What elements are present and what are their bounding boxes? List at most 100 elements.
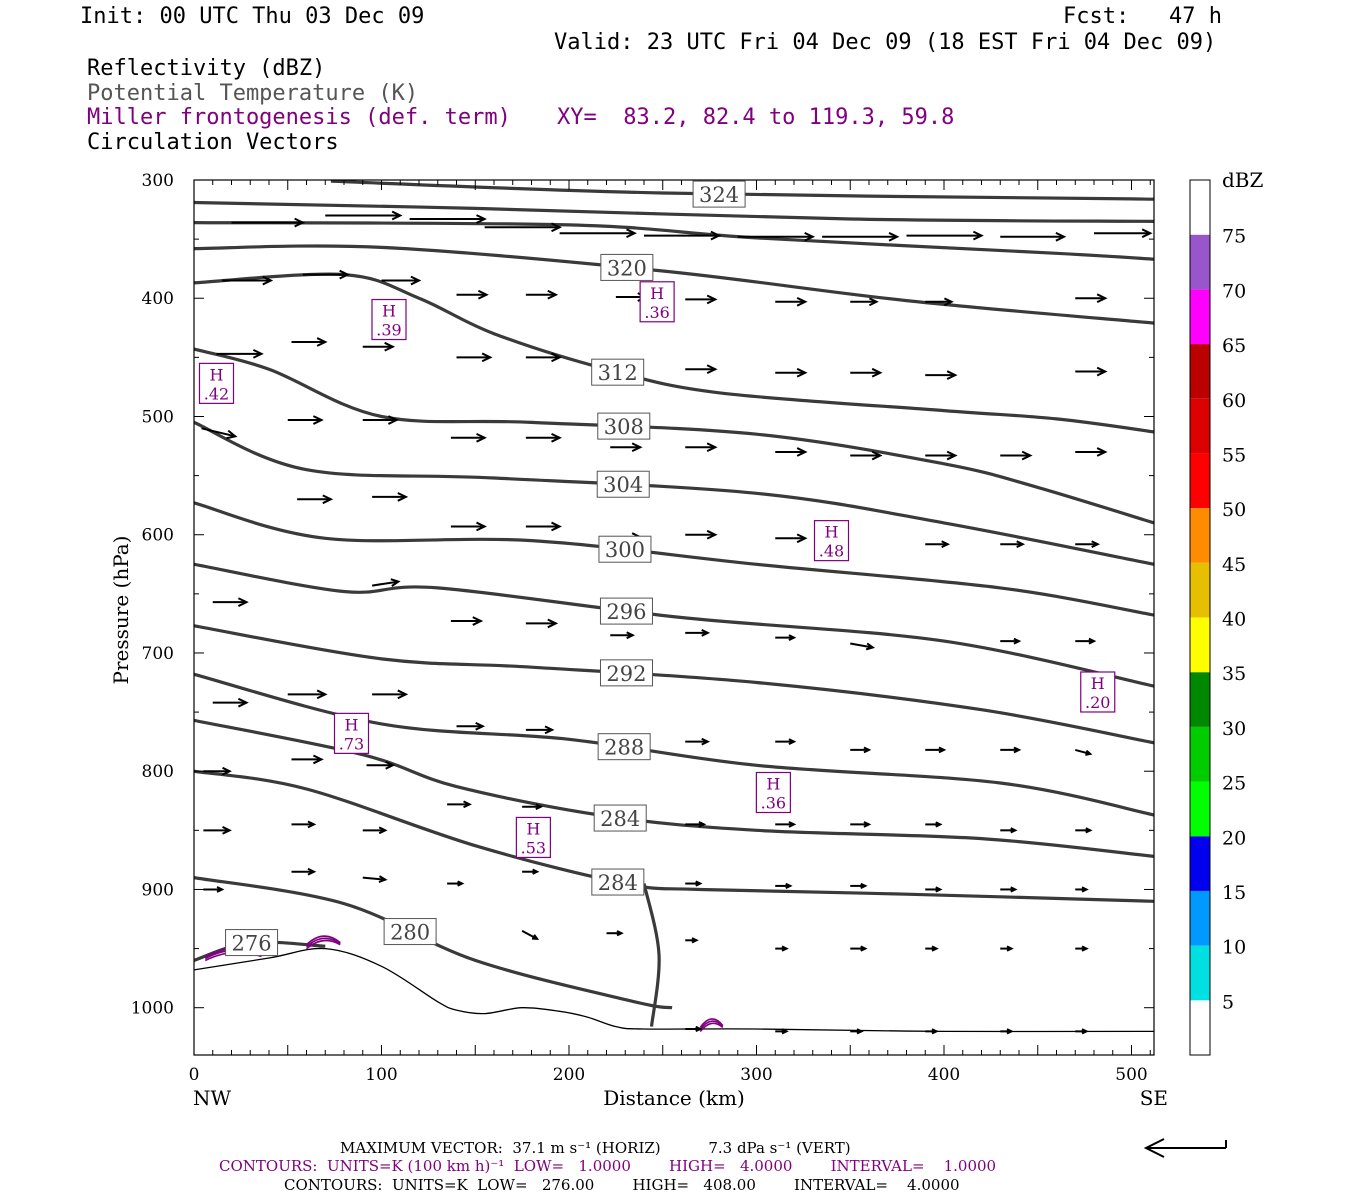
circulation-vector — [1094, 228, 1153, 239]
circulation-vector — [216, 349, 264, 359]
circulation-vector — [456, 352, 493, 363]
circulation-vector — [925, 297, 954, 307]
theta-contour — [194, 347, 1154, 525]
theta-contour — [194, 221, 1154, 261]
circulation-vector — [925, 1028, 939, 1035]
circulation-vector — [372, 689, 409, 700]
circulation-vector — [775, 882, 793, 889]
theta-contour-label: 284 — [591, 868, 645, 896]
theta-contour-label: 288 — [597, 733, 651, 761]
circulation-vector — [371, 578, 401, 587]
circulation-vector — [1075, 886, 1089, 893]
circulation-vector — [775, 945, 789, 952]
circulation-vector — [291, 337, 328, 347]
circulation-vector — [906, 230, 984, 241]
x-tick-label: 200 — [553, 1065, 585, 1085]
circulation-vector — [456, 721, 486, 731]
svg-text:H: H — [526, 819, 540, 838]
colorbar-bin — [1190, 726, 1210, 782]
circulation-vector — [685, 737, 711, 746]
colorbar-bin — [1190, 836, 1210, 891]
colorbar-bin — [1190, 890, 1210, 946]
svg-text:300: 300 — [605, 538, 645, 562]
frontogenesis-contour — [699, 1018, 724, 1028]
colorbar-bin — [1190, 453, 1210, 509]
circulation-vector — [850, 367, 883, 378]
circulation-vector — [1075, 366, 1108, 377]
circulation-vector — [1075, 637, 1097, 645]
circulation-vector — [925, 746, 947, 754]
circulation-vector — [203, 826, 232, 835]
frontogenesis-max: H.48 — [813, 520, 850, 562]
circulation-vector — [291, 754, 324, 765]
svg-text:.20: .20 — [1085, 693, 1110, 712]
y-tick-label: 400 — [142, 289, 174, 309]
circulation-vector — [685, 294, 718, 305]
circulation-vector — [1075, 447, 1108, 457]
circulation-vector — [610, 442, 643, 453]
circulation-vector — [1075, 1028, 1089, 1035]
colorbar-tick-label: 70 — [1222, 280, 1246, 302]
circulation-vector — [1074, 748, 1093, 756]
circulation-vector — [685, 529, 718, 540]
circulation-vector — [737, 231, 816, 242]
x-tick-label: 0 — [189, 1065, 200, 1085]
theta-contour-label: 284 — [593, 804, 647, 832]
x-axis-label: Distance (km) — [603, 1086, 745, 1110]
colorbar-tick-label: 60 — [1222, 390, 1246, 412]
circulation-vector — [925, 886, 943, 893]
svg-text:.48: .48 — [819, 542, 844, 561]
x-tick-label: 100 — [365, 1065, 397, 1085]
circulation-vector — [522, 803, 544, 811]
circulation-vector — [775, 447, 808, 457]
colorbar-tick-label: 35 — [1222, 663, 1246, 685]
terrain-line — [194, 947, 1154, 1033]
colorbar-bin — [1190, 945, 1210, 1001]
colorbar-tick-label: 45 — [1222, 554, 1246, 576]
colorbar-tick-label: 5 — [1222, 991, 1234, 1013]
circulation-vector — [447, 800, 472, 809]
circulation-vector — [1075, 293, 1108, 304]
circulation-vector — [525, 725, 555, 735]
svg-text:312: 312 — [598, 361, 638, 385]
svg-text:.36: .36 — [644, 303, 669, 322]
x-tick-label: 500 — [1115, 1065, 1147, 1085]
circulation-vector — [1075, 827, 1093, 834]
colorbar-bin — [1190, 289, 1210, 345]
colorbar-bin — [1190, 234, 1210, 290]
plot-frame — [193, 179, 1155, 1056]
field-reflectivity: Reflectivity (dBZ) — [87, 56, 326, 81]
circulation-vector — [850, 821, 872, 828]
theta-contour — [330, 180, 1154, 201]
circulation-vector — [775, 821, 797, 828]
theta-contour — [194, 244, 1154, 325]
y-tick-label: 900 — [142, 880, 174, 900]
colorbar: 5 10 15 20 25 30 35 40 45 50 55 60 65 70 75 dBZ — [1189, 168, 1264, 1056]
colorbar-tick-label: 10 — [1222, 937, 1246, 959]
circulation-vector — [1000, 746, 1022, 754]
circulation-vector — [775, 738, 797, 746]
svg-text:296: 296 — [606, 600, 646, 624]
colorbar-tick-label: 55 — [1222, 444, 1246, 466]
colorbar-frame — [1189, 179, 1211, 1056]
circulation-vector — [822, 231, 900, 242]
circulation-vector — [372, 492, 409, 502]
circulation-vector — [610, 631, 636, 640]
circulation-vector — [450, 616, 484, 626]
circulation-vector — [521, 929, 540, 940]
circulation-vector — [1075, 540, 1101, 549]
circulation-vector — [287, 415, 324, 425]
colorbar-bin — [1190, 781, 1210, 837]
colorbar-bin — [1190, 1000, 1210, 1055]
circulation-vector — [484, 222, 562, 233]
circulation-vector — [525, 521, 562, 532]
circulation-vector — [925, 821, 943, 828]
circulation-vector — [362, 341, 396, 352]
circulation-vector — [559, 228, 637, 239]
colorbar-bin — [1190, 344, 1210, 399]
frontogenesis-contour — [305, 935, 341, 946]
svg-text:.53: .53 — [521, 838, 546, 857]
theta-contour-label: 300 — [598, 535, 652, 563]
circulation-vector — [1000, 450, 1033, 461]
vector-layer — [201, 210, 1153, 1035]
